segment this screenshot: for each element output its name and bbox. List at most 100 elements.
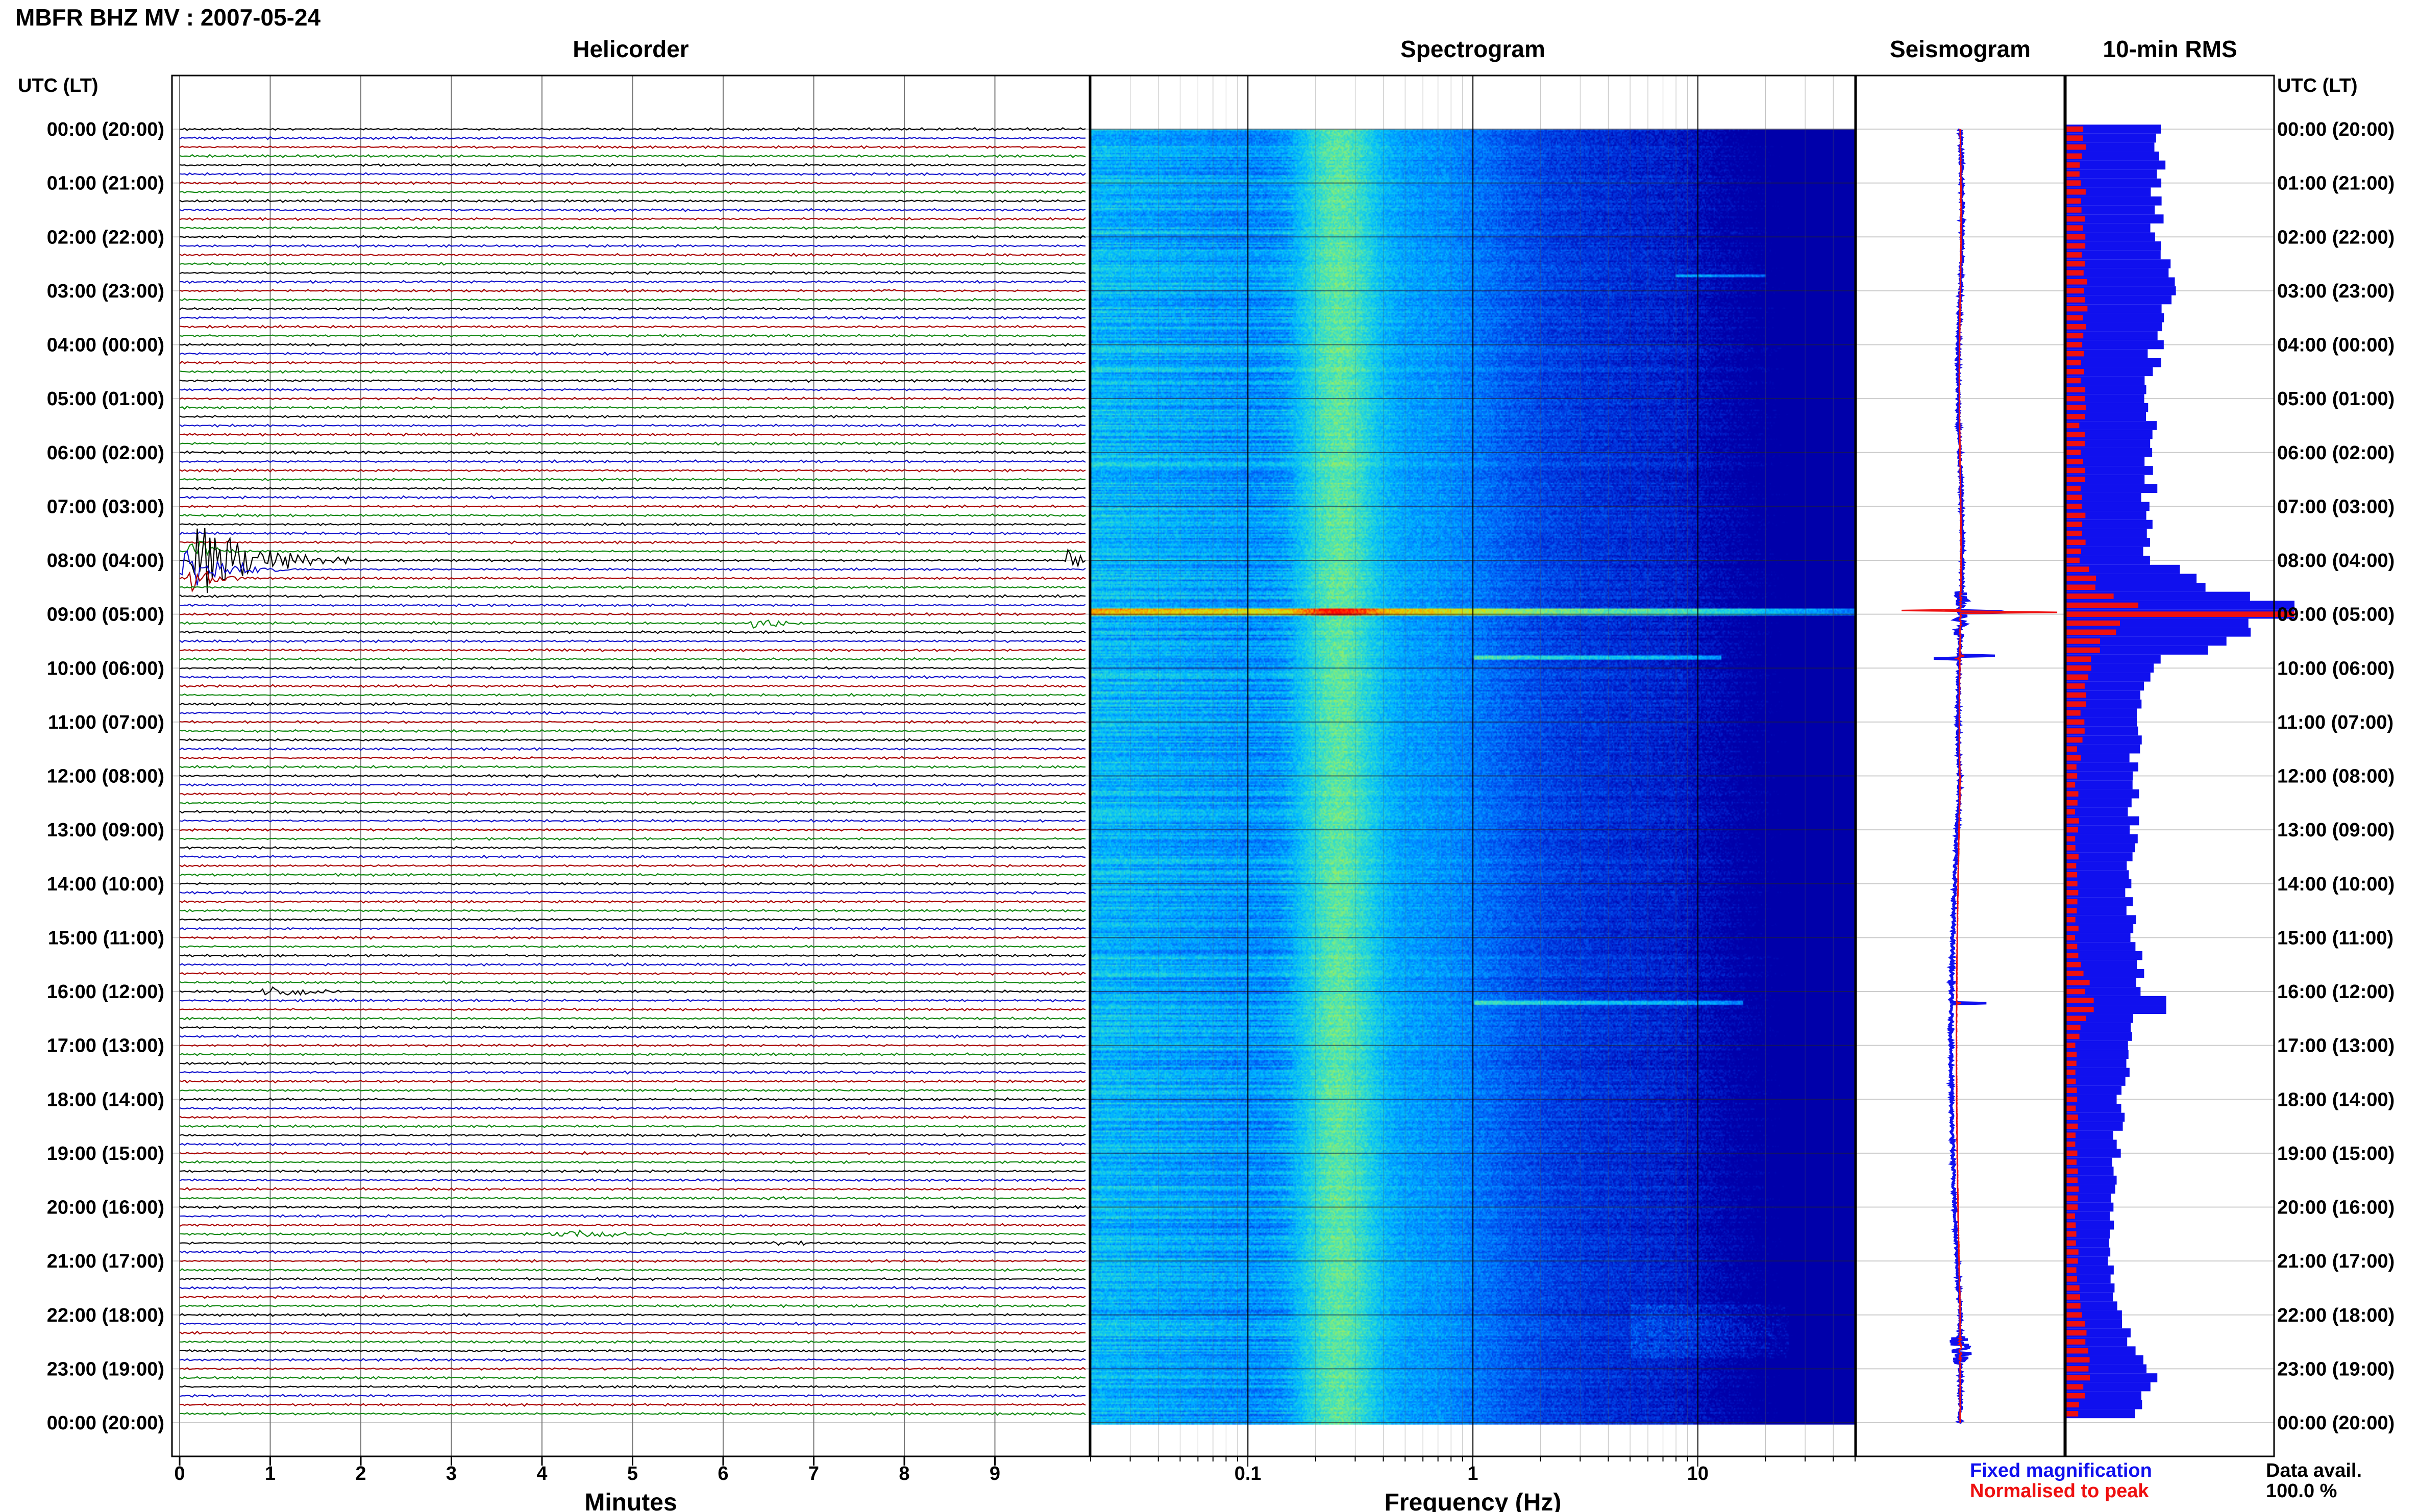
y-tick-label-right: 08:00 (04:00): [2277, 550, 2395, 572]
helicorder-trace: [179, 1142, 1086, 1147]
rms-bar-fixed: [2066, 897, 2133, 906]
rms-bar-fixed: [2066, 708, 2137, 718]
rms-bar-normalised: [2066, 764, 2077, 770]
rms-bar-normalised: [2066, 1070, 2076, 1075]
rms-bar-normalised: [2066, 477, 2086, 482]
rms-bar-fixed: [2066, 933, 2131, 943]
rms-bar-normalised: [2066, 189, 2086, 195]
rms-bar-normalised: [2066, 234, 2086, 240]
rms-bar-normalised: [2066, 1375, 2090, 1381]
rms-bar-normalised: [2066, 890, 2079, 896]
helicorder-trace: [179, 495, 1086, 500]
helicorder-trace: [179, 1178, 1086, 1182]
helicorder-trace: [179, 1312, 1086, 1317]
helicorder-trace: [179, 1259, 1086, 1263]
rms-bar-fixed: [2066, 160, 2166, 170]
rms-bar-normalised: [2066, 378, 2081, 384]
rms-bar-normalised: [2066, 1285, 2080, 1291]
rms-bar-fixed: [2066, 358, 2161, 367]
helicorder-trace: [179, 747, 1086, 751]
rms-bar-normalised: [2066, 1240, 2076, 1246]
rms-bar-normalised: [2066, 980, 2090, 985]
y-tick-label-right: 05:00 (01:00): [2277, 388, 2395, 410]
helicorder-trace: [179, 585, 1086, 589]
rms-bar-fixed: [2066, 1220, 2114, 1230]
rms-bar-fixed: [2066, 537, 2150, 547]
helicorder-trace: [179, 986, 1086, 996]
helicorder-trace: [179, 630, 1086, 634]
helicorder-trace: [179, 369, 1086, 374]
helicorder-trace: [179, 684, 1086, 688]
rms-bar-fixed: [2066, 816, 2139, 826]
rms-bar-normalised: [2066, 863, 2077, 869]
rms-bar-normalised: [2066, 243, 2086, 249]
rms-bar-fixed: [2066, 133, 2156, 143]
helicorder-x-tick-label: 4: [536, 1463, 547, 1484]
rms-bar-normalised: [2066, 638, 2101, 644]
y-tick-label-right: 02:00 (22:00): [2277, 227, 2395, 248]
rms-bar-normalised: [2066, 440, 2085, 447]
helicorder-trace: [179, 1223, 1086, 1227]
helicorder-trace: [179, 962, 1086, 967]
helicorder-trace: [179, 550, 1086, 586]
rms-bar-fixed: [2066, 834, 2138, 844]
rms-bar-normalised: [2066, 827, 2078, 833]
rms-bar-normalised: [2066, 1393, 2085, 1399]
rms-bar-fixed: [2066, 1050, 2129, 1059]
helicorder-trace: [179, 1240, 1086, 1246]
rms-bar-normalised: [2066, 530, 2082, 536]
helicorder-trace: [179, 387, 1086, 392]
rms-bar-normalised: [2066, 1195, 2078, 1201]
rms-bar-fixed: [2066, 780, 2133, 789]
helicorder-trace: [179, 298, 1086, 302]
rms-bar-fixed: [2066, 969, 2144, 978]
helicorder-trace: [179, 1322, 1086, 1326]
helicorder-trace: [179, 1061, 1086, 1065]
rms-bar-fixed: [2066, 1130, 2113, 1140]
rms-bar-normalised: [2066, 584, 2095, 590]
rms-bar-normalised: [2066, 998, 2094, 1003]
helicorder-trace: [179, 342, 1086, 347]
helicorder-trace: [179, 810, 1086, 814]
rms-bar-normalised: [2066, 1078, 2076, 1084]
helicorder-trace: [179, 261, 1086, 266]
helicorder-trace: [179, 1115, 1086, 1120]
y-tick-label-right: 15:00 (11:00): [2277, 927, 2393, 949]
rms-bar-normalised: [2066, 1168, 2078, 1174]
helicorder-trace: [179, 1106, 1086, 1111]
rms-bar-normalised: [2066, 1384, 2084, 1390]
helicorder-trace: [179, 666, 1086, 671]
helicorder-trace: [179, 1160, 1086, 1164]
rms-bar-fixed: [2066, 1104, 2121, 1113]
helicorder-trace: [179, 136, 1086, 140]
rms-bar-fixed: [2066, 169, 2157, 179]
rms-bar-fixed: [2066, 349, 2148, 358]
rms-bar-fixed: [2066, 385, 2146, 394]
rms-bar-normalised: [2066, 171, 2080, 177]
helicorder-trace: [179, 243, 1086, 249]
rms-bar-fixed: [2066, 789, 2139, 799]
rms-bar-normalised: [2066, 1231, 2077, 1237]
helicorder-trace: [179, 846, 1086, 850]
rms-bar-fixed: [2066, 942, 2136, 951]
spectrogram-x-tick-label: 1: [1467, 1463, 1478, 1484]
rms-bar-fixed: [2066, 636, 2227, 646]
rms-bar-normalised: [2066, 252, 2082, 258]
rms-bar-fixed: [2066, 322, 2162, 332]
helicorder-trace: [180, 738, 1086, 742]
legend-fixed-magnification: Fixed magnification: [1970, 1460, 2152, 1481]
rms-frame: [2065, 75, 2275, 1457]
helicorder-trace: [179, 280, 1086, 284]
rms-bar-fixed: [2066, 960, 2137, 969]
rms-bar-fixed: [2066, 1409, 2135, 1419]
helicorder-x-label: Minutes: [584, 1489, 677, 1512]
helicorder-trace: [179, 648, 1086, 653]
helicorder-trace: [179, 163, 1086, 167]
rms-bar-normalised: [2066, 935, 2076, 940]
rms-bar-fixed: [2066, 232, 2155, 242]
rms-bar-normalised: [2066, 818, 2079, 824]
y-tick-label-left: 00:00 (20:00): [47, 119, 164, 140]
rms-bar-fixed: [2066, 1229, 2110, 1239]
helicorder-trace: [179, 1375, 1086, 1380]
rms-bar-fixed: [2066, 331, 2158, 340]
